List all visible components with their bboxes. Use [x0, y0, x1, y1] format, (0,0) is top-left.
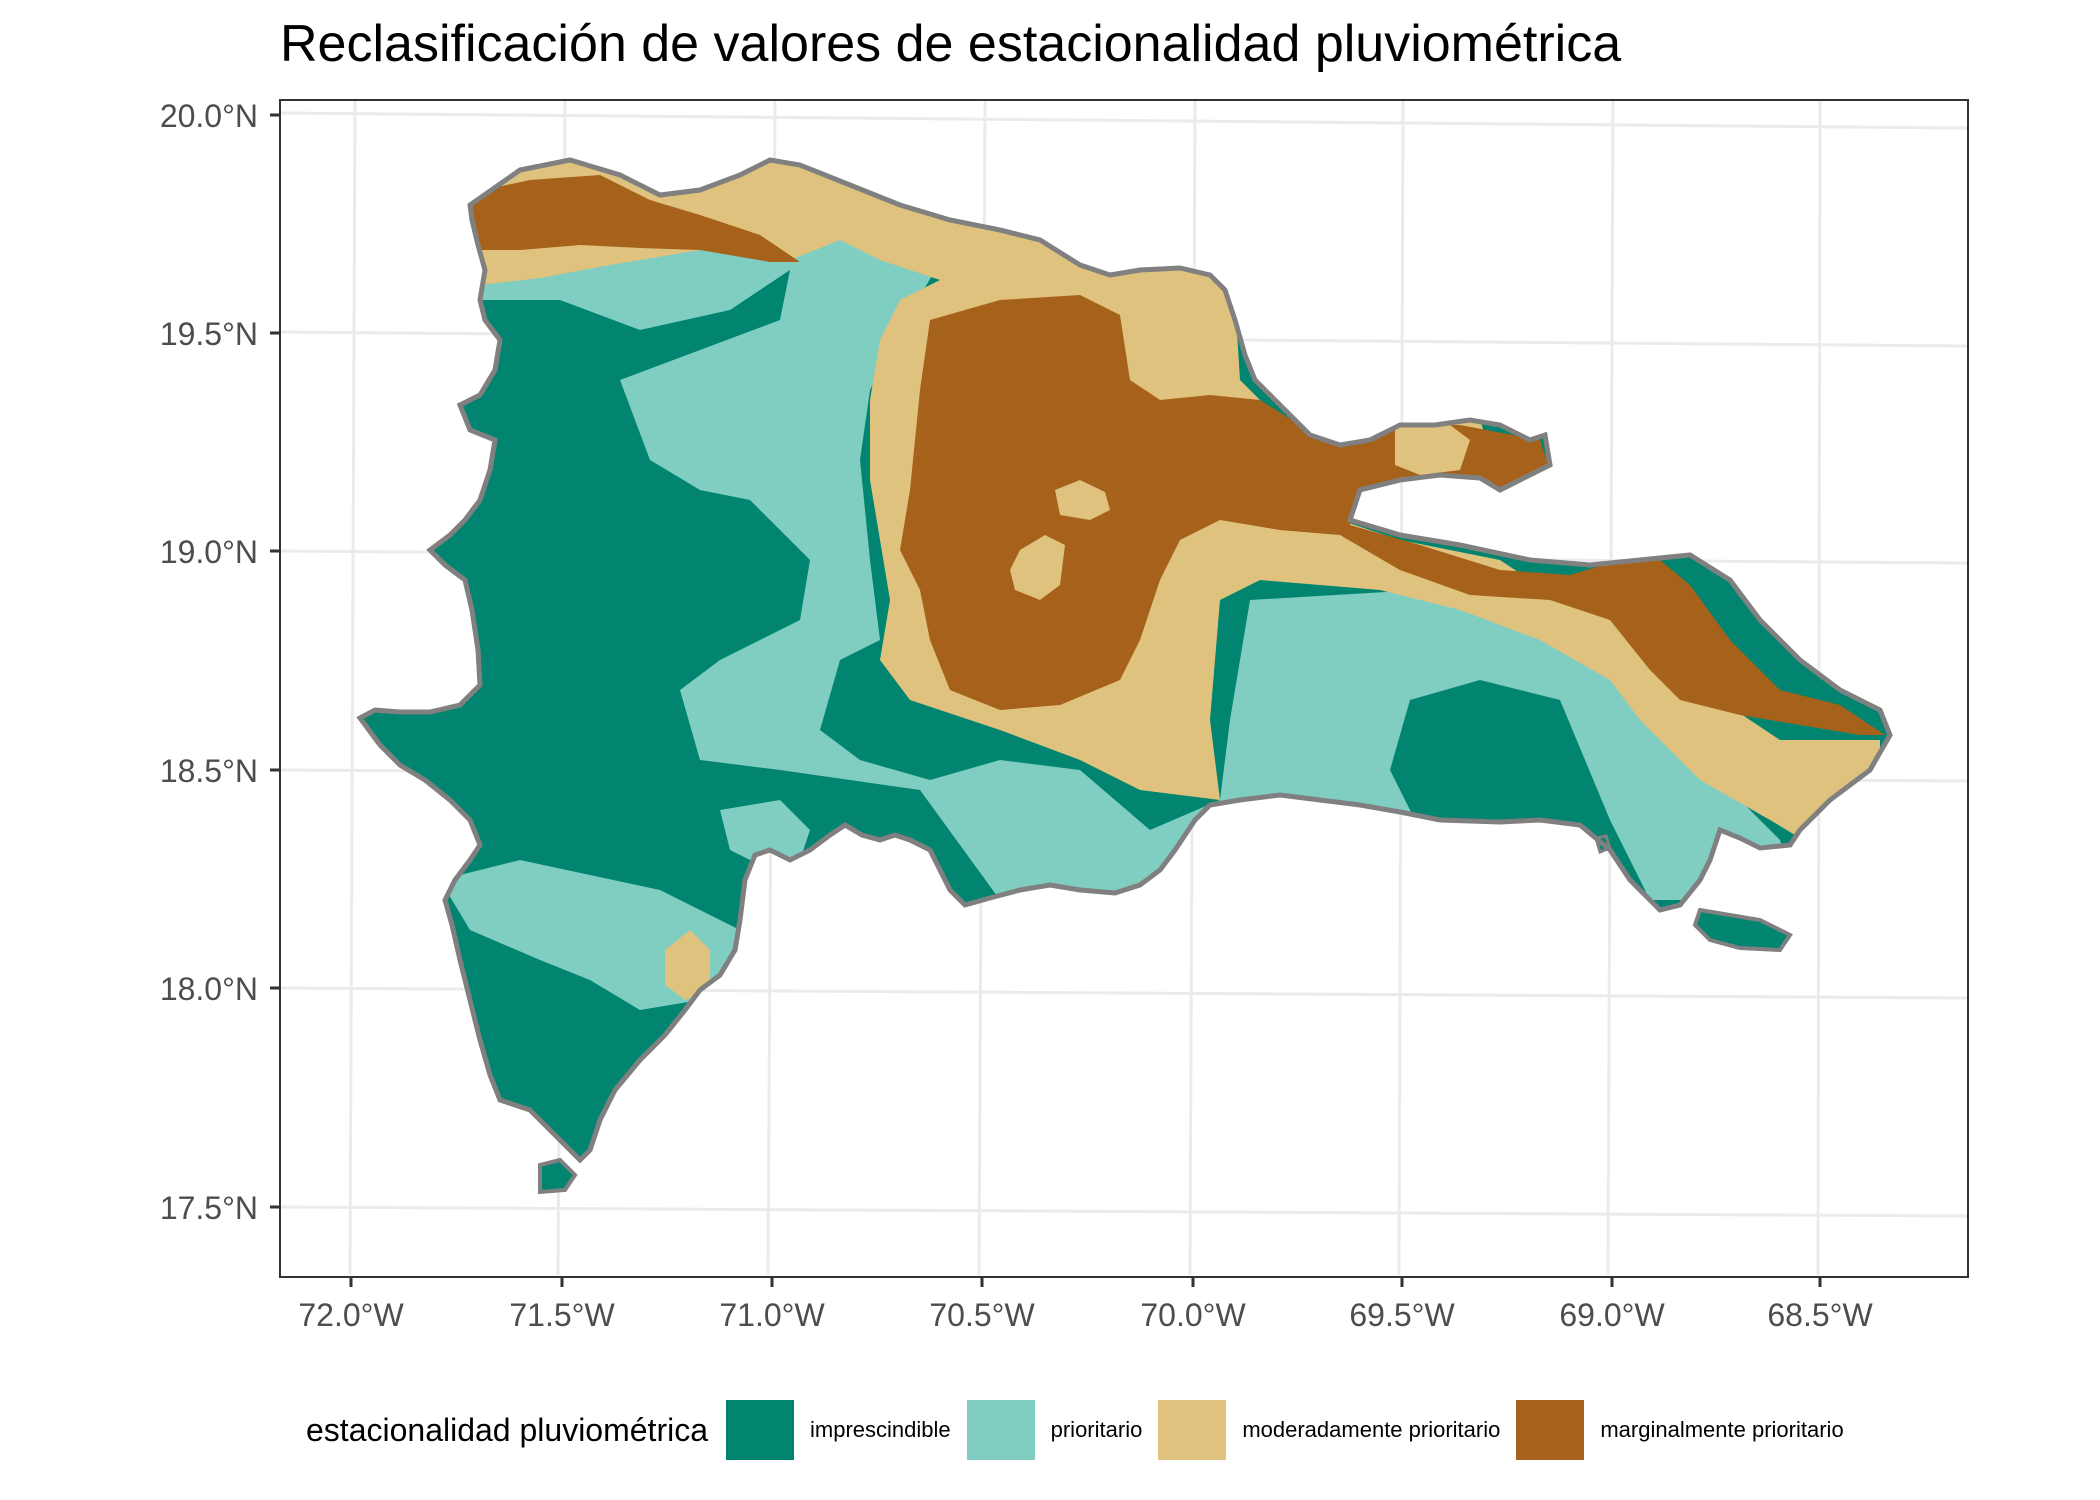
zone-prioritario-southwest	[720, 800, 810, 870]
legend-swatch	[1516, 1400, 1585, 1460]
map-title: Reclasificación de valores de estacional…	[280, 15, 1622, 73]
zone-marginalmente-central	[900, 295, 1885, 735]
y-tick-label: 18.0°N	[160, 971, 258, 1007]
zone-moderadamente-island-2	[1010, 535, 1065, 600]
y-tick-label: 20.0°N	[160, 98, 258, 134]
legend: estacionalidad pluviométrica imprescindi…	[306, 1400, 1860, 1460]
x-tick-label: 69.5°W	[1349, 1297, 1455, 1333]
legend-label: moderadamente prioritario	[1242, 1417, 1501, 1442]
y-tick-label: 17.5°N	[160, 1190, 258, 1226]
y-tick-label: 19.0°N	[160, 534, 258, 570]
panel-border	[279, 99, 1969, 1278]
legend-swatch	[966, 1400, 1035, 1460]
legend-title: estacionalidad pluviométrica	[306, 1411, 708, 1448]
y-axis	[270, 113, 280, 1209]
legend-item-marginalmente: marginalmente prioritario	[1516, 1400, 1844, 1460]
x-tick-label: 69.0°W	[1559, 1297, 1665, 1333]
x-tick-label: 70.5°W	[929, 1297, 1035, 1333]
legend-label: imprescindible	[810, 1417, 951, 1442]
zone-prioritario	[440, 160, 1800, 900]
legend-item-prioritario: prioritario	[966, 1400, 1143, 1460]
y-tick-label: 19.5°N	[160, 316, 258, 352]
zone-moderadamente-south	[665, 930, 710, 1000]
y-tick-label: 18.5°N	[160, 753, 258, 789]
x-tick-label: 71.0°W	[719, 1297, 825, 1333]
x-tick-label: 70.0°W	[1140, 1297, 1246, 1333]
x-tick-label: 68.5°W	[1767, 1297, 1873, 1333]
legend-swatch	[726, 1400, 794, 1460]
island-beata	[538, 1157, 578, 1195]
legend-item-moderadamente: moderadamente prioritario	[1158, 1400, 1500, 1460]
zone-moderadamente-island-1	[1055, 480, 1110, 520]
legend-label: prioritario	[1050, 1417, 1143, 1442]
zone-marginalmente-north	[460, 175, 800, 262]
x-axis	[349, 1277, 1822, 1287]
legend-item-imprescindible: imprescindible	[726, 1400, 951, 1460]
x-tick-label: 71.5°W	[509, 1297, 615, 1333]
x-tick-label: 72.0°W	[298, 1297, 404, 1333]
legend-swatch	[1158, 1400, 1227, 1460]
legend-label: marginalmente prioritario	[1600, 1417, 1844, 1442]
zone-moderadamente-samana	[1395, 420, 1470, 475]
zone-layer	[360, 160, 1890, 1160]
island-saona	[1692, 907, 1793, 953]
